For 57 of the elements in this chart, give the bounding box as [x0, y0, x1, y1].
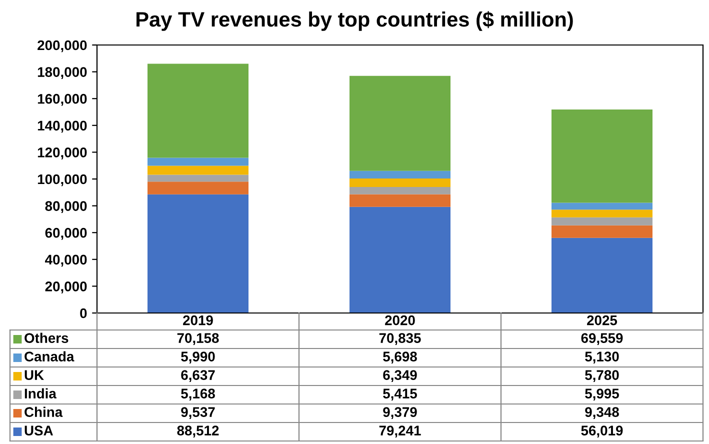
data-label: 70,835 [379, 333, 421, 345]
bar [552, 225, 652, 238]
legend-label: Others [24, 332, 68, 343]
x-tick-label: 2020 [385, 315, 415, 326]
x-tick-label: 2025 [587, 315, 618, 326]
data-label: 79,241 [379, 426, 421, 438]
bar [148, 64, 248, 158]
data-label: 9,537 [181, 407, 215, 419]
legend-label: Canada [24, 351, 74, 362]
x-tick-label: 2019 [183, 315, 213, 326]
legend-label: India [24, 388, 56, 398]
data-label: 9,348 [585, 407, 619, 419]
bar [350, 76, 450, 171]
bar [350, 186, 450, 194]
y-tick-label: 120,000 [38, 148, 87, 160]
y-tick-label: 160,000 [38, 94, 87, 106]
data-label: 9,379 [383, 407, 417, 419]
chart-title: Pay TV revenues by top countries ($ million) [136, 11, 573, 31]
data-label: 5,990 [181, 352, 215, 364]
y-tick-label: 80,000 [45, 201, 87, 213]
y-tick-label: 60,000 [45, 228, 87, 240]
bar [552, 110, 652, 203]
bar [148, 182, 248, 194]
data-label: 88,512 [177, 426, 219, 438]
data-label: 70,158 [177, 333, 219, 345]
y-tick-label: 140,000 [38, 120, 87, 133]
data-label: 5,415 [383, 388, 417, 400]
bar [350, 194, 450, 207]
bar [552, 202, 652, 210]
bar [148, 166, 248, 175]
data-label: 5,168 [181, 388, 215, 400]
y-tick-label: 40,000 [45, 254, 87, 267]
y-tick-label: 0 [80, 308, 87, 318]
legend-label: China [24, 406, 63, 417]
bar [350, 178, 450, 187]
y-tick-label: 200,000 [38, 40, 87, 52]
data-label: 69,559 [581, 333, 623, 345]
bar [148, 194, 248, 313]
legend-label: UK [24, 370, 44, 380]
bar [552, 217, 652, 226]
y-tick-label: 20,000 [45, 282, 87, 294]
data-label: 5,995 [585, 388, 619, 400]
data-label: 5,698 [383, 352, 417, 364]
bar [350, 170, 450, 178]
bar [552, 210, 652, 218]
data-label: 5,780 [585, 370, 619, 382]
y-tick-label: 100,000 [38, 174, 87, 186]
bar [552, 238, 652, 313]
bar [350, 206, 450, 313]
data-label: 56,019 [581, 426, 623, 438]
bar [148, 174, 248, 182]
bar [148, 158, 248, 166]
data-label: 5,130 [585, 352, 619, 364]
data-label: 6,637 [181, 370, 215, 382]
data-label: 6,349 [383, 370, 417, 382]
y-tick-label: 180,000 [38, 67, 87, 79]
legend-label: USA [24, 426, 53, 436]
